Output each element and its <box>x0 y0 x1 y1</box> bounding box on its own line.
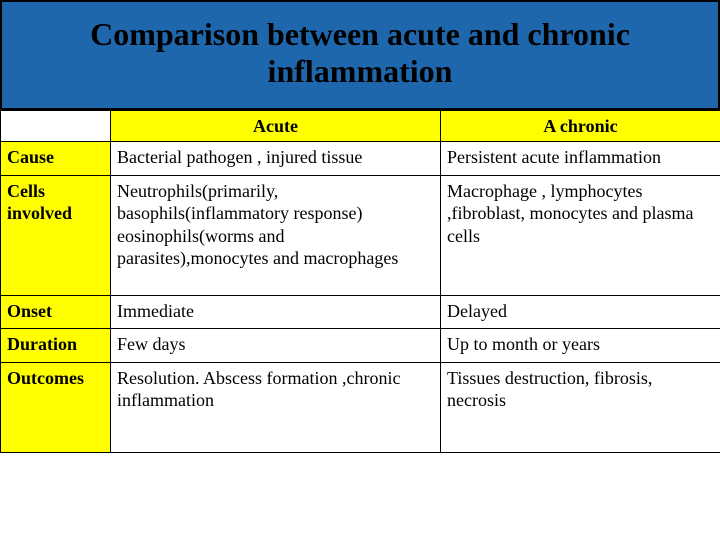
page-title: Comparison between acute and chronic inf… <box>12 16 708 90</box>
table-row: Cells involved Neutrophils(primarily, ba… <box>1 175 720 295</box>
table-row: Duration Few days Up to month or years <box>1 329 720 363</box>
row-label-cause: Cause <box>1 142 111 176</box>
table-header-row: Acute A chronic <box>1 110 720 142</box>
comparison-table: Acute A chronic Cause Bacterial pathogen… <box>0 110 720 453</box>
table-row: Outcomes Resolution. Abscess formation ,… <box>1 362 720 452</box>
cell-onset-chronic: Delayed <box>441 295 720 329</box>
table-row: Cause Bacterial pathogen , injured tissu… <box>1 142 720 176</box>
table-header-blank <box>1 110 111 142</box>
cell-outcomes-acute: Resolution. Abscess formation ,chronic i… <box>111 362 441 452</box>
cell-outcomes-chronic: Tissues destruction, fibrosis, necrosis <box>441 362 720 452</box>
row-label-onset: Onset <box>1 295 111 329</box>
table-row: Onset Immediate Delayed <box>1 295 720 329</box>
table-header-chronic: A chronic <box>441 110 720 142</box>
cell-onset-acute: Immediate <box>111 295 441 329</box>
cell-cells-acute: Neutrophils(primarily, basophils(inflamm… <box>111 175 441 295</box>
cell-cells-chronic: Macrophage , lymphocytes ,fibroblast, mo… <box>441 175 720 295</box>
cell-cause-acute: Bacterial pathogen , injured tissue <box>111 142 441 176</box>
row-label-cells: Cells involved <box>1 175 111 295</box>
cell-duration-chronic: Up to month or years <box>441 329 720 363</box>
row-label-outcomes: Outcomes <box>1 362 111 452</box>
row-label-duration: Duration <box>1 329 111 363</box>
cell-duration-acute: Few days <box>111 329 441 363</box>
title-bar: Comparison between acute and chronic inf… <box>0 0 720 110</box>
table-header-acute: Acute <box>111 110 441 142</box>
cell-cause-chronic: Persistent acute inflammation <box>441 142 720 176</box>
